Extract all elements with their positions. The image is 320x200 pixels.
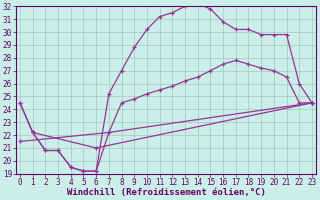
X-axis label: Windchill (Refroidissement éolien,°C): Windchill (Refroidissement éolien,°C): [67, 188, 265, 197]
